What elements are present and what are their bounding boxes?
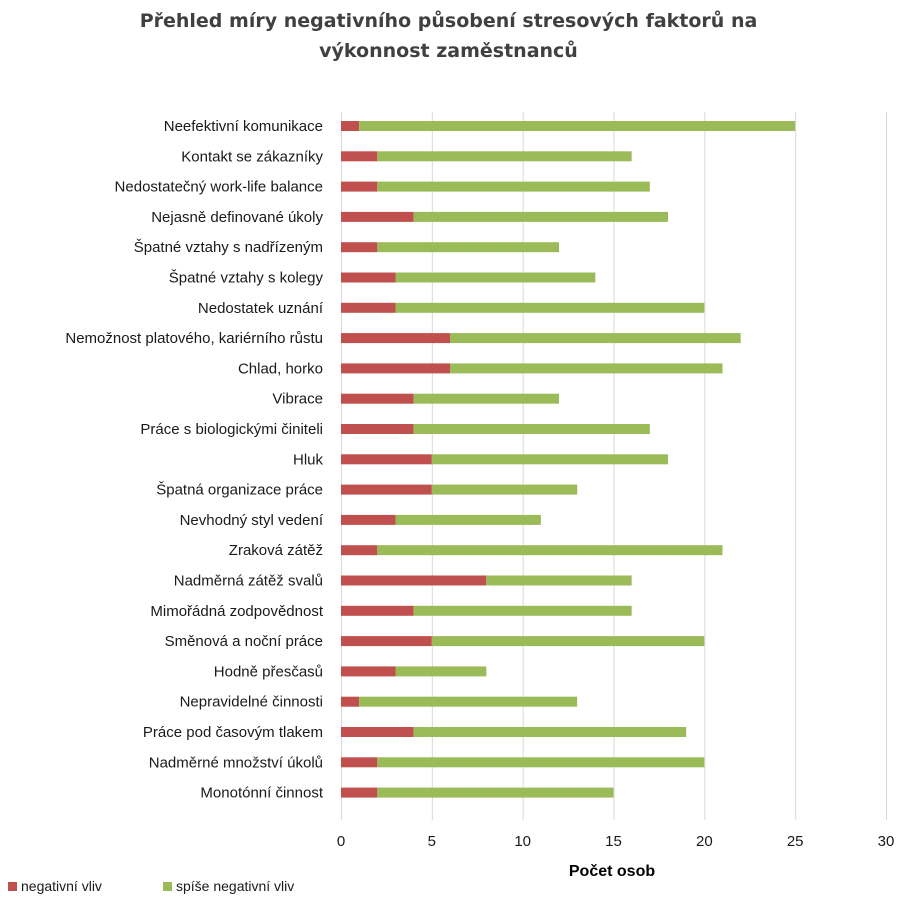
category-label: Mimořádná zodpovědnost xyxy=(150,603,323,620)
bar-spise-negativni-vliv xyxy=(450,333,741,344)
bar-spise-negativni-vliv xyxy=(359,121,796,131)
bar-spise-negativni-vliv xyxy=(395,272,596,283)
bars xyxy=(341,121,796,798)
category-label: Špatné vztahy s nadřízeným xyxy=(134,239,323,256)
category-label: Nemožnost platového, kariérního růstu xyxy=(65,330,323,347)
bar-spise-negativni-vliv xyxy=(413,393,559,404)
category-label: Nevhodný styl vedení xyxy=(180,512,324,529)
bar-spise-negativni-vliv xyxy=(486,575,632,586)
category-label: Zraková zátěž xyxy=(229,542,323,559)
x-tick-label: 10 xyxy=(514,833,531,850)
legend-swatch xyxy=(163,882,172,891)
bar-negativni-vliv xyxy=(341,151,378,162)
bar-negativni-vliv xyxy=(341,727,414,737)
bar-negativni-vliv xyxy=(341,363,450,374)
category-label: Směnová a noční práce xyxy=(165,633,323,650)
bar-spise-negativni-vliv xyxy=(377,787,614,798)
bar-spise-negativni-vliv xyxy=(377,151,632,162)
bar-negativni-vliv xyxy=(341,636,432,647)
bar-negativni-vliv xyxy=(341,242,378,253)
bar-negativni-vliv xyxy=(341,454,432,465)
bar-spise-negativni-vliv xyxy=(413,211,668,222)
bar-negativni-vliv xyxy=(341,696,360,707)
legend: negativní vliv spíše negativní vliv xyxy=(8,878,294,894)
bar-negativni-vliv xyxy=(341,393,414,404)
bar-negativni-vliv xyxy=(341,666,396,677)
category-label: Nepravidelné činnosti xyxy=(180,694,323,711)
legend-label: spíše negativní vliv xyxy=(176,878,294,894)
category-label: Hluk xyxy=(293,451,324,468)
category-label: Špatná organizace práce xyxy=(156,482,323,499)
bar-spise-negativni-vliv xyxy=(377,181,650,192)
bar-negativni-vliv xyxy=(341,514,396,525)
bar-negativni-vliv xyxy=(341,181,378,192)
category-label: Neefektivní komunikace xyxy=(164,118,323,135)
bar-spise-negativni-vliv xyxy=(377,757,705,768)
bar-spise-negativni-vliv xyxy=(413,605,632,616)
legend-swatch xyxy=(8,882,17,891)
bar-negativni-vliv xyxy=(341,302,396,313)
bar-spise-negativni-vliv xyxy=(395,302,705,313)
category-label: Nejasně definované úkoly xyxy=(151,209,323,226)
x-tick-label: 0 xyxy=(337,833,345,850)
bar-spise-negativni-vliv xyxy=(359,696,578,707)
category-label: Nedostatek uznání xyxy=(198,300,324,317)
x-tick-label: 25 xyxy=(787,833,804,850)
bar-negativni-vliv xyxy=(341,605,414,616)
bar-negativni-vliv xyxy=(341,575,487,586)
bar-spise-negativni-vliv xyxy=(395,514,541,525)
category-label: Hodně přesčasů xyxy=(214,663,323,680)
x-tick-label: 5 xyxy=(428,833,436,850)
category-label: Špatné vztahy s kolegy xyxy=(169,270,324,287)
category-label: Kontakt se zákazníky xyxy=(181,148,323,165)
bar-spise-negativni-vliv xyxy=(413,727,687,737)
bar-negativni-vliv xyxy=(341,424,414,434)
category-label: Nedostatečný work-life balance xyxy=(115,179,323,196)
bar-negativni-vliv xyxy=(341,211,414,222)
bar-spise-negativni-vliv xyxy=(413,424,650,434)
x-tick-label: 15 xyxy=(605,833,622,850)
bar-negativni-vliv xyxy=(341,333,450,344)
bar-negativni-vliv xyxy=(341,757,378,768)
category-label: Nadměrná zátěž svalů xyxy=(174,573,323,590)
category-label: Monotónní činnost xyxy=(200,785,323,802)
category-label: Práce s biologickými činiteli xyxy=(140,421,323,438)
x-axis-title: Počet osob xyxy=(569,863,655,880)
category-label: Nadměrné množství úkolů xyxy=(149,754,323,771)
chart-title-line-1: Přehled míry negativního působení streso… xyxy=(139,10,758,32)
legend-label: negativní vliv xyxy=(21,878,102,894)
category-label: Chlad, horko xyxy=(238,360,323,377)
bar-negativni-vliv xyxy=(341,545,378,556)
bar-spise-negativni-vliv xyxy=(431,454,668,465)
category-label: Práce pod časovým tlakem xyxy=(143,724,323,741)
bar-spise-negativni-vliv xyxy=(377,545,723,556)
bar-spise-negativni-vliv xyxy=(395,666,487,677)
bar-spise-negativni-vliv xyxy=(431,636,705,647)
bar-spise-negativni-vliv xyxy=(377,242,559,253)
category-labels: Neefektivní komunikace Kontakt se zákazní… xyxy=(65,118,323,802)
bar-spise-negativni-vliv xyxy=(450,363,723,374)
bar-negativni-vliv xyxy=(341,272,396,283)
chart-title-line-2: výkonnost zaměstnanců xyxy=(319,40,578,62)
x-tick-label: 30 xyxy=(878,833,895,850)
chart-title: Přehled míry negativního působení streso… xyxy=(0,6,897,66)
x-tick-label: 20 xyxy=(696,833,713,850)
bar-spise-negativni-vliv xyxy=(431,484,578,495)
bar-negativni-vliv xyxy=(341,787,378,798)
bar-negativni-vliv xyxy=(341,484,432,495)
x-axis-tick-labels: 0 5 10 15 20 25 30 xyxy=(337,833,895,850)
bar-negativni-vliv xyxy=(341,121,360,131)
category-label: Vibrace xyxy=(272,391,323,408)
